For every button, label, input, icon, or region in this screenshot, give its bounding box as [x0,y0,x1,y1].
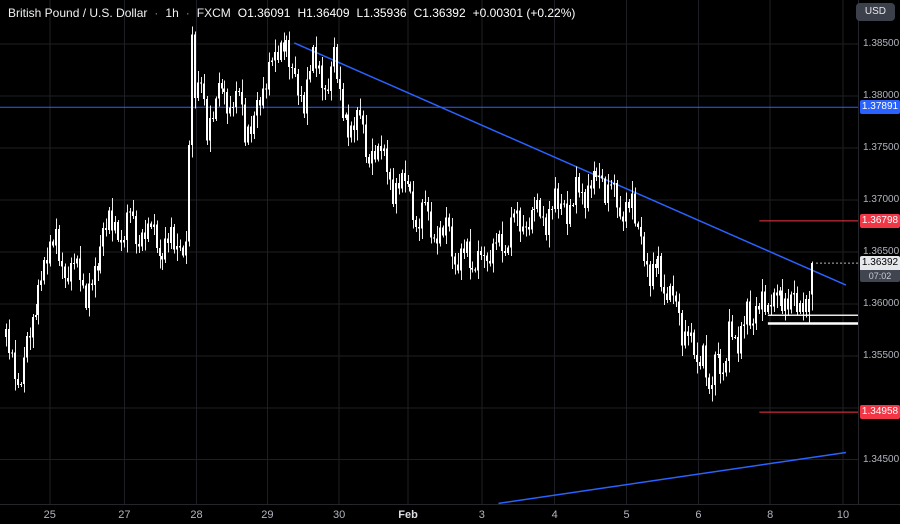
currency-button[interactable]: USD [855,3,895,21]
bar-countdown: 07:02 [860,270,900,283]
price-level-label-1.34958[interactable]: 1.34958 [860,405,900,420]
ohlc-close: C1.36392 [413,6,466,20]
time-tick-10: 10 [836,509,850,521]
price-tick-1.38500: 1.38500 [863,37,900,49]
timeframe-label: 1h [165,6,179,20]
price-tick-1.38000: 1.38000 [863,89,900,101]
symbol-title[interactable]: British Pound / U.S. Dollar [8,6,148,20]
price-tick-1.37000: 1.37000 [863,193,900,205]
ohlc-high: H1.36409 [297,6,350,20]
time-tick-6: 6 [695,509,702,521]
price-level-label-1.36798[interactable]: 1.36798 [860,213,900,228]
price-level-label-1.37891[interactable]: 1.37891 [860,100,900,115]
price-tick-1.37500: 1.37500 [863,141,900,153]
current-price-label: 1.36392 07:02 [860,256,900,283]
gridlines [0,0,858,504]
time-tick-27: 27 [118,509,131,521]
time-tick-3: 3 [478,509,485,521]
candles [5,26,813,402]
time-tick-25: 25 [43,509,56,521]
price-tick-1.35500: 1.35500 [863,349,900,361]
time-tick-30: 30 [333,509,346,521]
change-label: +0.00301 (+0.22%) [472,6,576,20]
ascending-trendline[interactable] [498,451,847,504]
symbol-header: British Pound / U.S. Dollar · 1h · FXCM … [8,6,575,20]
legend-separator: · [154,6,159,20]
time-tick-28: 28 [190,509,203,521]
legend-separator: · [185,6,190,20]
price-axis[interactable]: 1.38500 1.38000 1.37500 1.37000 1.36500 1.360… [858,0,900,504]
chart-pane[interactable] [0,0,858,504]
time-tick-5: 5 [623,509,630,521]
time-axis[interactable]: 25 27 28 29 30 Feb 3 4 5 6 8 10 [0,504,900,524]
time-tick-4: 4 [551,509,558,521]
time-tick-Feb: Feb [398,509,418,521]
time-tick-8: 8 [767,509,774,521]
time-tick-29: 29 [261,509,274,521]
price-tick-1.36500: 1.36500 [863,245,900,257]
price-tick-1.34500: 1.34500 [863,453,900,465]
current-price-value: 1.36392 [860,256,900,271]
descending-trendline[interactable] [293,42,847,286]
ohlc-low: L1.35936 [356,6,407,20]
ohlc-open: O1.36091 [237,6,291,20]
price-tick-1.36000: 1.36000 [863,297,900,309]
exchange-label: FXCM [196,6,231,20]
